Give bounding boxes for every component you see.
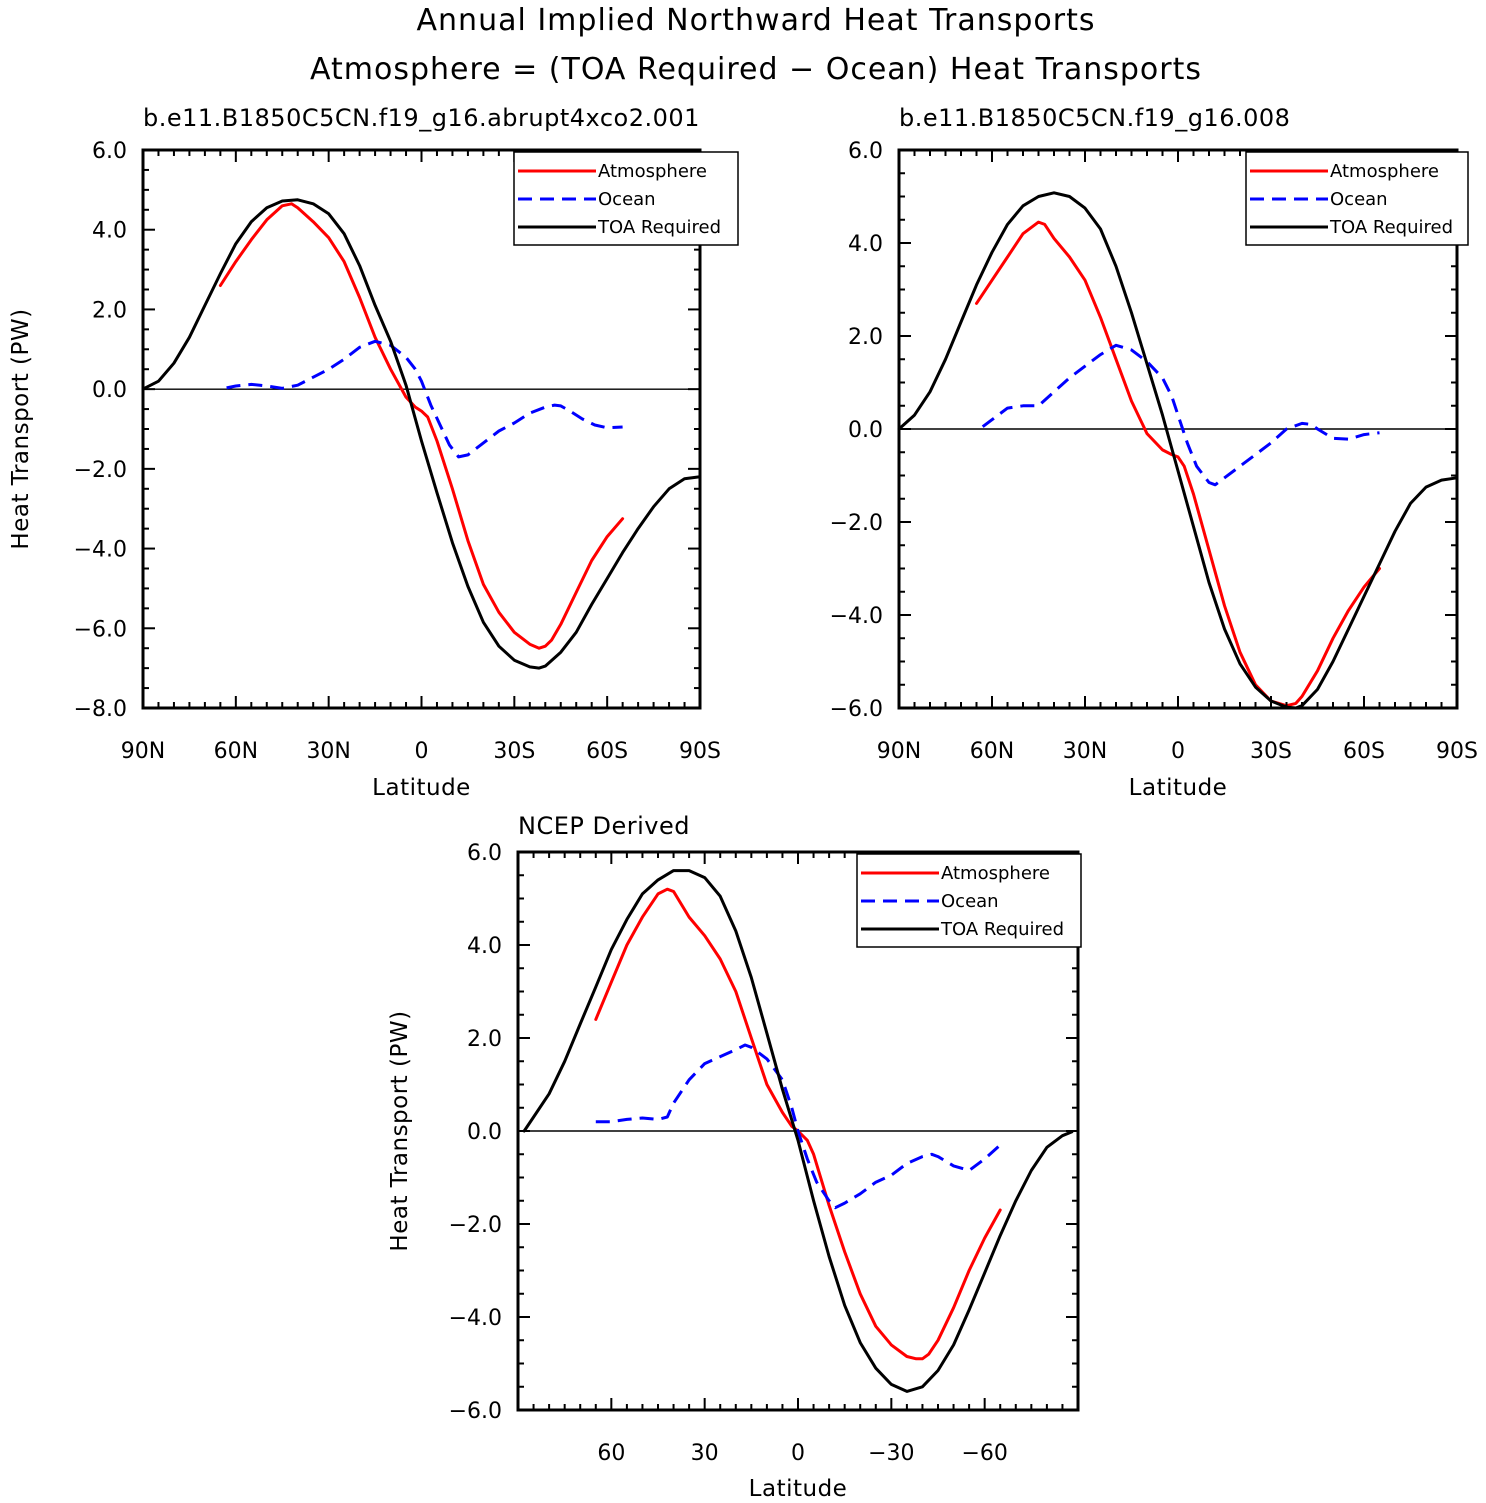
y-tick-label: 6.0 (92, 139, 127, 164)
panel-abrupt4xco2: b.e11.B1850C5CN.f19_g16.abrupt4xco2.001 … (8, 104, 739, 801)
series-line-toa-required (141, 198, 702, 670)
y-tick-label: 2.0 (467, 1027, 502, 1052)
y-tick-label: 6.0 (467, 841, 502, 866)
y-tick-label: −2.0 (830, 511, 883, 536)
series-line-atmosphere (218, 202, 625, 650)
x-tick-label: 90N (877, 739, 921, 764)
x-axis-title: Latitude (1129, 775, 1228, 801)
legend-label-atmosphere: Atmosphere (941, 863, 1050, 884)
x-tick-label: 0 (1171, 739, 1185, 764)
legend-label-ocean: Ocean (941, 891, 999, 912)
series-line-ocean (981, 343, 1380, 487)
x-tick-label: 30S (1250, 739, 1292, 764)
y-tick-label: 4.0 (92, 219, 127, 244)
y-tick-label: 4.0 (848, 232, 883, 257)
legend-label-atmosphere: Atmosphere (1330, 161, 1439, 182)
y-tick-label: 6.0 (848, 139, 883, 164)
legend-label-toa-required: TOA Required (597, 217, 721, 238)
y-tick-label: −6.0 (449, 1399, 502, 1424)
x-tick-label: 30N (1063, 739, 1107, 764)
series-line-toa-required (522, 869, 1074, 1393)
figure-title-line2: Atmosphere = (TOA Required − Ocean) Heat… (310, 52, 1202, 87)
figure-title-line1: Annual Implied Northward Heat Transports (417, 3, 1096, 38)
panel-ncep-derived: NCEP Derived 60 30 0 −30 −60 6.0 4.0 2.0 0.0 −2.0… (387, 812, 1082, 1502)
y-axis-title: Heat Transport (PW) (8, 308, 34, 549)
x-tick-label: −60 (961, 1441, 1007, 1466)
series-line-ocean (226, 339, 623, 459)
series-line-toa-required (897, 191, 1459, 710)
legend-label-ocean: Ocean (598, 189, 656, 210)
legend-label-toa-required: TOA Required (940, 919, 1064, 940)
x-tick-label: 60S (1343, 739, 1385, 764)
y-tick-label: −6.0 (830, 697, 883, 722)
x-axis-title: Latitude (372, 775, 471, 801)
x-tick-label: 30 (691, 1441, 719, 1466)
panel-g16-008: b.e11.B1850C5CN.f19_g16.008 90N 60N 30N 0 30… (830, 104, 1478, 801)
legend: Atmosphere Ocean TOA Required (856, 853, 1082, 948)
x-tick-label: 0 (415, 739, 429, 764)
y-tick-label: −2.0 (449, 1213, 502, 1238)
x-tick-label: 90S (1436, 739, 1478, 764)
panel-title: b.e11.B1850C5CN.f19_g16.008 (899, 104, 1290, 132)
x-axis-title: Latitude (749, 1476, 848, 1502)
y-tick-label: −2.0 (74, 458, 127, 483)
x-tick-label: 60S (586, 739, 628, 764)
x-tick-label: 90S (679, 739, 721, 764)
series-line-atmosphere (594, 887, 1002, 1361)
y-axis-title: Heat Transport (PW) (387, 1010, 413, 1251)
y-tick-label: −8.0 (74, 697, 127, 722)
x-tick-label: 60N (970, 739, 1014, 764)
legend-label-ocean: Ocean (1330, 189, 1388, 210)
y-tick-label: 2.0 (92, 298, 127, 323)
y-tick-label: 0.0 (467, 1120, 502, 1145)
x-tick-label: 30N (306, 739, 350, 764)
x-tick-label: 30S (493, 739, 535, 764)
y-tick-label: 4.0 (467, 934, 502, 959)
panel-title: b.e11.B1850C5CN.f19_g16.abrupt4xco2.001 (143, 104, 700, 132)
legend-label-toa-required: TOA Required (1329, 217, 1453, 238)
series-line-atmosphere (975, 220, 1381, 708)
legend: Atmosphere Ocean TOA Required (513, 151, 739, 246)
x-tick-label: 90N (121, 739, 165, 764)
legend: Atmosphere Ocean TOA Required (1245, 151, 1469, 246)
y-tick-label: −6.0 (74, 617, 127, 642)
y-tick-label: −4.0 (74, 538, 127, 563)
y-tick-label: 2.0 (848, 325, 883, 350)
x-tick-label: 60 (597, 1441, 625, 1466)
series-line-ocean (595, 1043, 1002, 1210)
x-tick-label: −30 (868, 1441, 914, 1466)
y-tick-label: −4.0 (830, 604, 883, 629)
y-tick-label: 0.0 (848, 418, 883, 443)
y-tick-label: −4.0 (449, 1306, 502, 1331)
x-tick-label: 60N (214, 739, 258, 764)
x-tick-label: 0 (791, 1441, 805, 1466)
y-tick-label: 0.0 (92, 378, 127, 403)
legend-label-atmosphere: Atmosphere (598, 161, 707, 182)
panel-title: NCEP Derived (518, 812, 690, 840)
